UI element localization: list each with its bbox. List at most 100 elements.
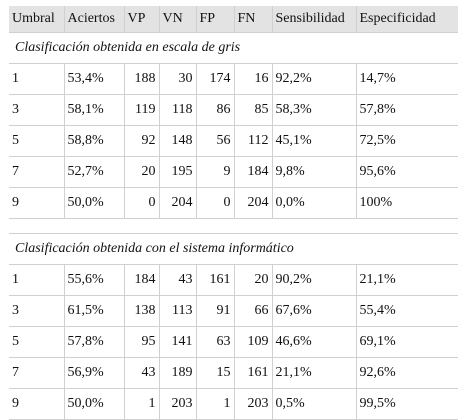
- spacer-cell: [9, 218, 458, 234]
- cell-umbral: 9: [9, 187, 65, 219]
- cell-vp: 92: [124, 125, 160, 157]
- cell-fn: 184: [234, 156, 273, 188]
- table-row: 9 50,0% 0 204 0 204 0,0% 100%: [9, 187, 458, 219]
- cell-aciertos: 53,4%: [64, 63, 125, 95]
- cell-sensibilidad: 9,8%: [272, 156, 357, 188]
- cell-sensibilidad: 45,1%: [272, 125, 357, 157]
- table-row: 3 58,1% 119 118 86 85 58,3% 57,8%: [9, 94, 458, 126]
- cell-umbral: 1: [9, 63, 65, 95]
- cell-fn: 112: [234, 125, 273, 157]
- cell-umbral: 9: [9, 388, 65, 420]
- cell-fn: 204: [234, 187, 273, 219]
- column-header-fp: FP: [196, 6, 235, 33]
- cell-sensibilidad: 21,1%: [272, 357, 357, 389]
- cell-fn: 85: [234, 94, 273, 126]
- cell-vn: 118: [159, 94, 197, 126]
- results-table: Umbral Aciertos VP VN FP FN Sensibilidad…: [9, 6, 458, 420]
- table-row: 5 57,8% 95 141 63 109 46,6% 69,1%: [9, 326, 458, 358]
- cell-vp: 138: [124, 295, 160, 327]
- cell-especificidad: 55,4%: [356, 295, 458, 327]
- cell-fp: 174: [196, 63, 235, 95]
- cell-especificidad: 100%: [356, 187, 458, 219]
- cell-especificidad: 21,1%: [356, 264, 458, 296]
- cell-vp: 0: [124, 187, 160, 219]
- column-header-aciertos: Aciertos: [64, 6, 125, 33]
- section-title: Clasificación obtenida con el sistema in…: [9, 233, 458, 265]
- cell-aciertos: 56,9%: [64, 357, 125, 389]
- cell-vp: 119: [124, 94, 160, 126]
- column-header-vn: VN: [159, 6, 197, 33]
- section-spacer: [9, 218, 458, 234]
- section-title: Clasificación obtenida en escala de gris: [9, 32, 458, 64]
- cell-sensibilidad: 0,5%: [272, 388, 357, 420]
- cell-vn: 113: [159, 295, 197, 327]
- section-header-row: Clasificación obtenida con el sistema in…: [9, 233, 458, 265]
- cell-fp: 161: [196, 264, 235, 296]
- cell-vp: 1: [124, 388, 160, 420]
- cell-vp: 184: [124, 264, 160, 296]
- cell-especificidad: 72,5%: [356, 125, 458, 157]
- cell-especificidad: 57,8%: [356, 94, 458, 126]
- cell-fp: 1: [196, 388, 235, 420]
- cell-fn: 203: [234, 388, 273, 420]
- cell-fn: 66: [234, 295, 273, 327]
- cell-fp: 15: [196, 357, 235, 389]
- column-header-especificidad: Especificidad: [356, 6, 458, 33]
- column-header-fn: FN: [234, 6, 273, 33]
- cell-vn: 195: [159, 156, 197, 188]
- cell-vp: 188: [124, 63, 160, 95]
- cell-umbral: 5: [9, 125, 65, 157]
- cell-vn: 43: [159, 264, 197, 296]
- cell-vn: 141: [159, 326, 197, 358]
- cell-umbral: 3: [9, 295, 65, 327]
- section-header-row: Clasificación obtenida en escala de gris: [9, 32, 458, 64]
- table-row: 5 58,8% 92 148 56 112 45,1% 72,5%: [9, 125, 458, 157]
- cell-umbral: 1: [9, 264, 65, 296]
- cell-aciertos: 58,8%: [64, 125, 125, 157]
- cell-vn: 30: [159, 63, 197, 95]
- cell-aciertos: 55,6%: [64, 264, 125, 296]
- cell-umbral: 3: [9, 94, 65, 126]
- header-row: Umbral Aciertos VP VN FP FN Sensibilidad…: [9, 6, 458, 33]
- cell-vp: 20: [124, 156, 160, 188]
- table-row: 9 50,0% 1 203 1 203 0,5% 99,5%: [9, 388, 458, 420]
- cell-vn: 204: [159, 187, 197, 219]
- cell-fp: 0: [196, 187, 235, 219]
- cell-vp: 95: [124, 326, 160, 358]
- table-row: 3 61,5% 138 113 91 66 67,6% 55,4%: [9, 295, 458, 327]
- cell-sensibilidad: 0,0%: [272, 187, 357, 219]
- cell-fp: 56: [196, 125, 235, 157]
- cell-vp: 43: [124, 357, 160, 389]
- cell-especificidad: 95,6%: [356, 156, 458, 188]
- cell-fn: 161: [234, 357, 273, 389]
- cell-fp: 9: [196, 156, 235, 188]
- cell-especificidad: 14,7%: [356, 63, 458, 95]
- column-header-sensibilidad: Sensibilidad: [272, 6, 357, 33]
- cell-umbral: 7: [9, 156, 65, 188]
- cell-aciertos: 58,1%: [64, 94, 125, 126]
- cell-sensibilidad: 92,2%: [272, 63, 357, 95]
- cell-vn: 148: [159, 125, 197, 157]
- cell-sensibilidad: 46,6%: [272, 326, 357, 358]
- table-row: 1 55,6% 184 43 161 20 90,2% 21,1%: [9, 264, 458, 296]
- table-body: Clasificación obtenida en escala de gris…: [9, 32, 458, 420]
- cell-especificidad: 69,1%: [356, 326, 458, 358]
- cell-aciertos: 52,7%: [64, 156, 125, 188]
- cell-especificidad: 92,6%: [356, 357, 458, 389]
- cell-fn: 109: [234, 326, 273, 358]
- cell-umbral: 5: [9, 326, 65, 358]
- cell-vn: 203: [159, 388, 197, 420]
- cell-fn: 20: [234, 264, 273, 296]
- cell-sensibilidad: 58,3%: [272, 94, 357, 126]
- cell-sensibilidad: 90,2%: [272, 264, 357, 296]
- cell-aciertos: 57,8%: [64, 326, 125, 358]
- cell-aciertos: 61,5%: [64, 295, 125, 327]
- cell-vn: 189: [159, 357, 197, 389]
- cell-fp: 86: [196, 94, 235, 126]
- cell-fn: 16: [234, 63, 273, 95]
- cell-aciertos: 50,0%: [64, 388, 125, 420]
- column-header-umbral: Umbral: [9, 6, 65, 33]
- cell-sensibilidad: 67,6%: [272, 295, 357, 327]
- cell-umbral: 7: [9, 357, 65, 389]
